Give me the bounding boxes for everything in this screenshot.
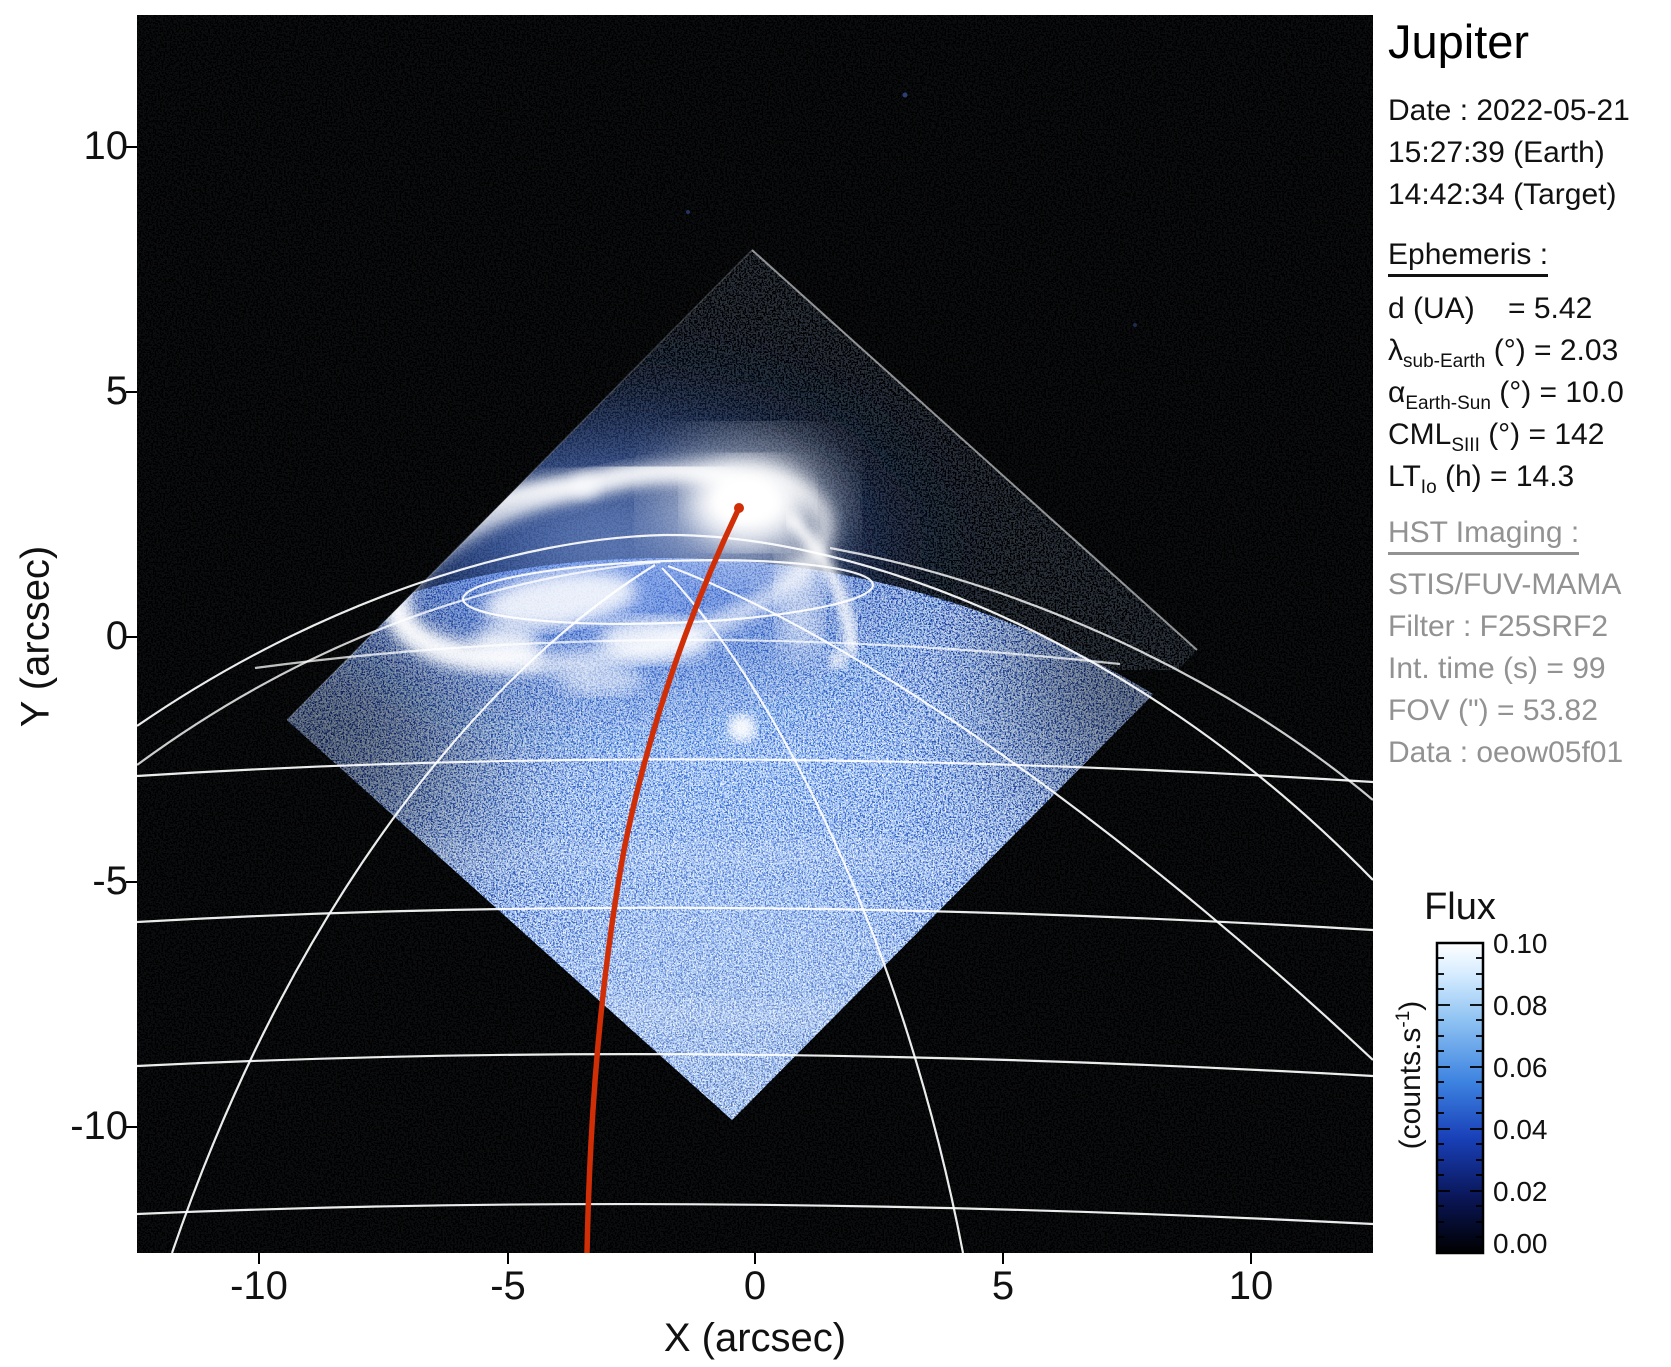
parallel-1	[137, 758, 1373, 784]
meridian-far-right	[667, 564, 1373, 1061]
hst-filter: Filter : F25SRF2	[1388, 610, 1609, 643]
fov-edges	[286, 249, 1198, 721]
hst-fov: FOV (") = 53.82	[1388, 694, 1598, 727]
time-target-line: 14:42:34 (Target)	[1388, 178, 1617, 211]
ephemeris-row-lambda: λsub-Earth (°) = 2.03	[1388, 334, 1619, 372]
io-footprint-spot	[728, 714, 756, 742]
axis-ticks	[126, 146, 1252, 1264]
meridian-left	[170, 564, 656, 1253]
parallel-2	[137, 906, 1373, 932]
y-tick-10: 10	[83, 124, 129, 168]
x-axis-major-ticks	[258, 1253, 1252, 1264]
ephemeris-row-lt: LTIo (h) = 14.3	[1388, 460, 1575, 498]
colorbar	[1435, 941, 1485, 1255]
y-tick-5: 5	[105, 369, 128, 413]
hst-heading: HST Imaging :	[1388, 518, 1580, 555]
time-earth-line: 15:27:39 (Earth)	[1388, 136, 1605, 169]
ephemeris-row-d: d (UA) = 5.42	[1388, 292, 1593, 325]
y-axis-label: Y (arcsec)	[13, 545, 58, 728]
page-title: Jupiter	[1388, 15, 1530, 68]
x-tick-0: 0	[743, 1264, 767, 1308]
cml-meridian-line	[584, 503, 744, 1253]
colorbar-title: Flux	[1424, 886, 1496, 928]
x-tick-5: 5	[991, 1264, 1015, 1308]
cbar-tick-006: 0.06	[1493, 1052, 1548, 1083]
colorbar-units: (counts.s-1)	[1393, 1000, 1427, 1150]
polar-parallel	[462, 559, 874, 625]
ephemeris-heading: Ephemeris :	[1388, 240, 1549, 277]
y-tick-m5: -5	[92, 859, 128, 903]
ephemeris-row-alpha: αEarth-Sun (°) = 10.0	[1388, 376, 1624, 414]
x-tick-m5: -5	[490, 1264, 526, 1308]
x-axis-label: X (arcsec)	[663, 1316, 847, 1360]
meridian-right	[661, 567, 965, 1253]
hst-dataset: Data : oeow05f01	[1388, 736, 1624, 769]
ephemeris-row-cml: CMLSIII (°) = 142	[1388, 418, 1605, 456]
x-tick-m10: -10	[230, 1264, 288, 1308]
hst-int-time: Int. time (s) = 99	[1388, 652, 1606, 685]
y-axis-major-ticks	[126, 146, 137, 1128]
graticule	[137, 533, 1373, 1253]
date-line: Date : 2022-05-21	[1388, 94, 1630, 127]
cbar-tick-004: 0.04	[1493, 1114, 1548, 1145]
cbar-tick-008: 0.08	[1493, 990, 1548, 1021]
cbar-tick-002: 0.02	[1493, 1176, 1548, 1207]
cbar-tick-010: 0.10	[1493, 928, 1548, 959]
y-tick-m10: -10	[70, 1104, 128, 1148]
parallel-3	[137, 1053, 1373, 1078]
hst-instrument: STIS/FUV-MAMA	[1388, 568, 1622, 601]
colorbar-ticks	[1437, 957, 1483, 1238]
limb-arc	[137, 533, 1373, 881]
y-tick-0: 0	[105, 614, 128, 658]
x-tick-10: 10	[1228, 1264, 1274, 1308]
parallel-4	[137, 1202, 1373, 1226]
cbar-tick-000: 0.00	[1493, 1228, 1548, 1259]
